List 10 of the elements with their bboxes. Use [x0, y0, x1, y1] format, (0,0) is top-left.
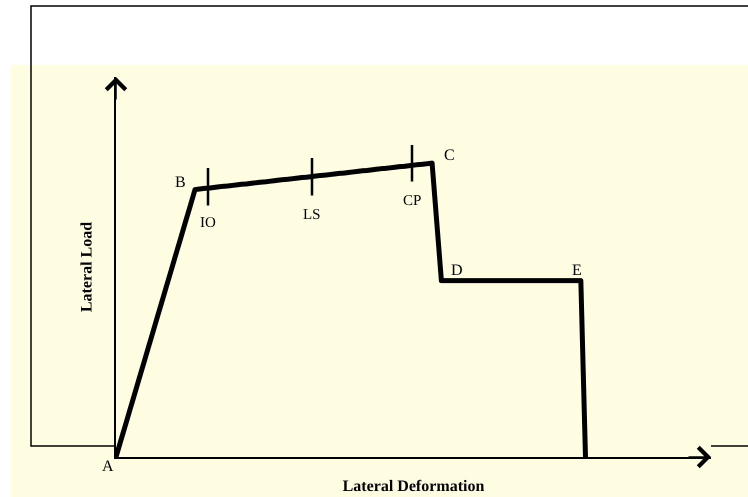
annotation: C	[444, 147, 455, 164]
annotation: CP	[403, 193, 422, 209]
annotation: IO	[200, 215, 216, 231]
annotation: LS	[303, 207, 321, 223]
annotation: B	[175, 174, 186, 191]
x-axis-title: Lateral Deformation	[342, 478, 484, 495]
text: A	[102, 458, 114, 475]
annotation: D	[451, 262, 463, 279]
y-axis-title: Lateral Load	[78, 222, 96, 312]
annotation: E	[572, 262, 582, 279]
